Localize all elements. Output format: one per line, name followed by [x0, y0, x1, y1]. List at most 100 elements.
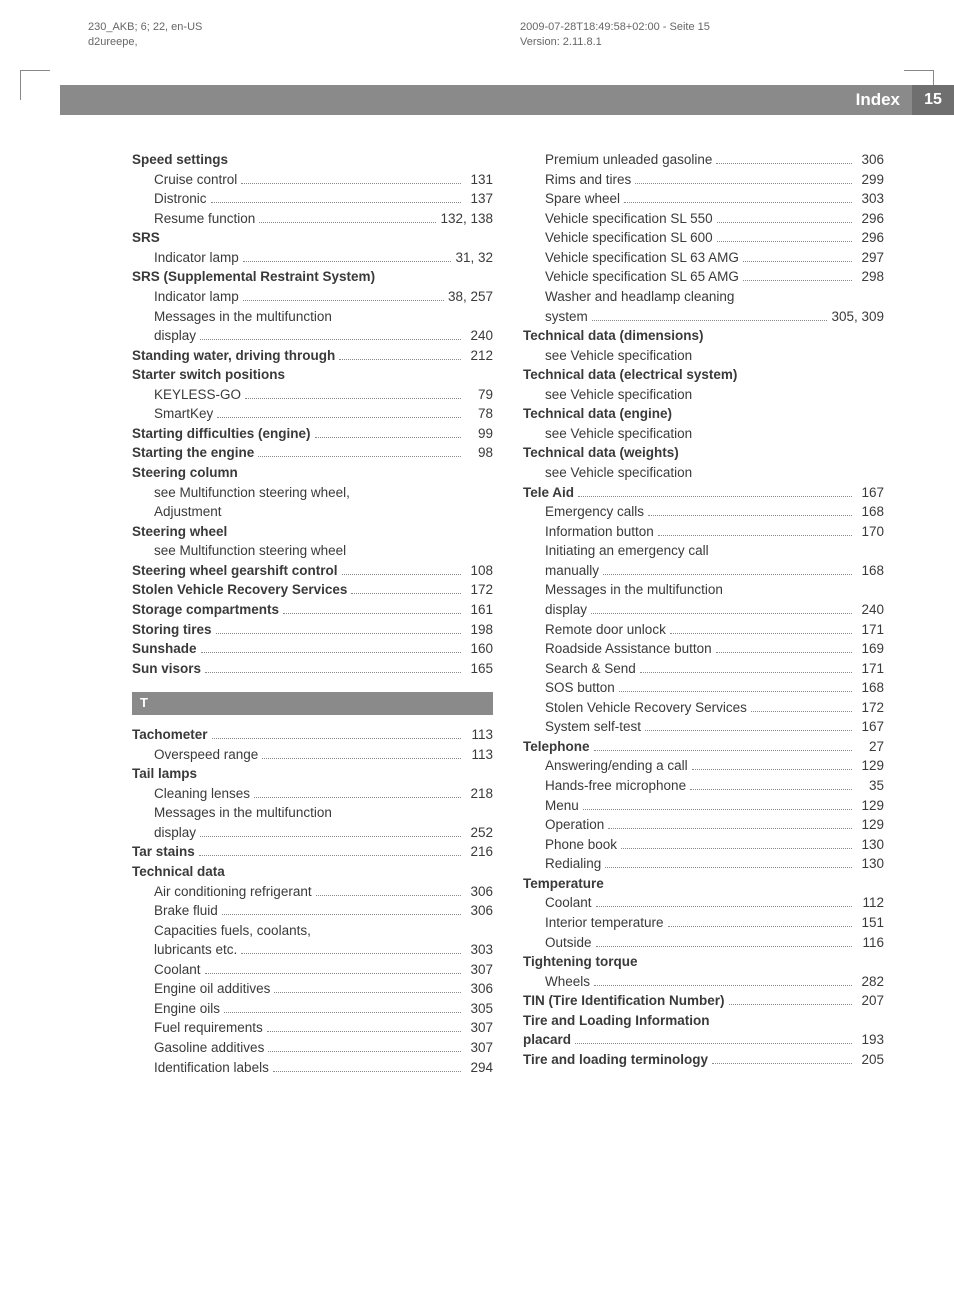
index-entry-pages: 151 — [856, 913, 884, 933]
leader-dots — [200, 339, 461, 340]
index-entry-pages: 130 — [856, 835, 884, 855]
index-entry-pages: 305, 309 — [831, 307, 884, 327]
meta-left-1: 230_AKB; 6; 22, en-US — [88, 20, 202, 35]
leader-dots — [578, 496, 852, 497]
leader-dots — [259, 222, 436, 223]
index-entry-label: Vehicle specification SL 65 AMG — [545, 267, 739, 287]
index-entry-pages: 113 — [465, 725, 493, 745]
leader-dots — [640, 672, 852, 673]
index-entry-pages: 307 — [465, 1018, 493, 1038]
index-entry: Air conditioning refrigerant306 — [132, 882, 493, 902]
index-entry-label: Search & Send — [545, 659, 636, 679]
leader-dots — [608, 828, 852, 829]
index-entry-pages: 165 — [465, 659, 493, 679]
leader-dots — [594, 985, 852, 986]
index-entry-label: Tightening torque — [523, 952, 638, 972]
leader-dots — [199, 855, 461, 856]
index-entry: SRS (Supplemental Restraint System) — [132, 267, 493, 287]
index-entry-label: SOS button — [545, 678, 615, 698]
leader-dots — [712, 1063, 852, 1064]
index-entry: Sunshade160 — [132, 639, 493, 659]
index-entry-label: Redialing — [545, 854, 601, 874]
leader-dots — [315, 437, 461, 438]
page-number: 15 — [912, 85, 954, 115]
index-entry: Tele Aid167 — [523, 483, 884, 503]
index-entry-label: Phone book — [545, 835, 617, 855]
index-entry-continuation: see Vehicle specification — [523, 424, 884, 444]
leader-dots — [575, 1043, 852, 1044]
index-entry: Technical data (electrical system) — [523, 365, 884, 385]
index-entry: Premium unleaded gasoline 306 — [523, 150, 884, 170]
index-entry-label: Premium unleaded gasoline — [545, 150, 712, 170]
leader-dots — [217, 417, 461, 418]
index-entry-label: Vehicle specification SL 550 — [545, 209, 713, 229]
index-entry-label: Technical data (engine) — [523, 404, 672, 424]
leader-dots — [351, 593, 461, 594]
leader-dots — [592, 320, 828, 321]
index-entry-label: Starting the engine — [132, 443, 254, 463]
leader-dots — [603, 574, 852, 575]
index-entry-label: Starter switch positions — [132, 365, 285, 385]
index-entry-pages: 294 — [465, 1058, 493, 1078]
index-entry-label: Emergency calls — [545, 502, 644, 522]
leader-dots — [658, 535, 852, 536]
index-entry: display240 — [132, 326, 493, 346]
index-entry: Fuel requirements 307 — [132, 1018, 493, 1038]
meta-right-2: Version: 2.11.8.1 — [520, 35, 710, 50]
index-entry: KEYLESS-GO79 — [132, 385, 493, 405]
index-entry: Information button170 — [523, 522, 884, 542]
index-entry-label: Indicator lamp — [154, 287, 239, 307]
index-entry-label: Tele Aid — [523, 483, 574, 503]
leader-dots — [211, 202, 461, 203]
meta-left-2: d2ureepe, — [88, 35, 202, 50]
index-entry: Vehicle specification SL 600296 — [523, 228, 884, 248]
index-entry: Technical data (weights) — [523, 443, 884, 463]
index-entry-label: Cleaning lenses — [154, 784, 250, 804]
index-entry: Vehicle specification SL 550296 — [523, 209, 884, 229]
leader-dots — [241, 953, 461, 954]
index-entry: Tightening torque — [523, 952, 884, 972]
leader-dots — [621, 848, 852, 849]
index-entry: Steering column — [132, 463, 493, 483]
index-entry: Outside116 — [523, 933, 884, 953]
index-entry: Cruise control131 — [132, 170, 493, 190]
index-entry-pages: 303 — [856, 189, 884, 209]
leader-dots — [273, 1071, 461, 1072]
index-entry-label: Temperature — [523, 874, 604, 894]
index-columns: Speed settingsCruise control131Distronic… — [132, 150, 884, 1077]
leader-dots — [743, 280, 852, 281]
leader-dots — [243, 261, 452, 262]
index-entry-label: Fuel requirements — [154, 1018, 263, 1038]
index-entry-pages: 306 — [856, 150, 884, 170]
index-entry-label: System self-test — [545, 717, 641, 737]
index-entry-continuation: see Multifunction steering wheel — [132, 541, 493, 561]
leader-dots — [241, 183, 461, 184]
index-entry-label: Operation — [545, 815, 604, 835]
leader-dots — [605, 867, 852, 868]
index-entry-label: Distronic — [154, 189, 207, 209]
section-letter: T — [132, 692, 493, 715]
index-entry: Cleaning lenses218 — [132, 784, 493, 804]
index-entry-label: Spare wheel — [545, 189, 620, 209]
index-entry-label: Technical data (dimensions) — [523, 326, 704, 346]
index-entry-pages: 116 — [856, 933, 884, 953]
header-meta-left: 230_AKB; 6; 22, en-US d2ureepe, — [88, 20, 202, 51]
index-entry: Starting the engine98 — [132, 443, 493, 463]
index-entry-label: display — [154, 823, 196, 843]
index-entry: Stolen Vehicle Recovery Services172 — [523, 698, 884, 718]
leader-dots — [224, 1012, 461, 1013]
index-entry-pages: 240 — [465, 326, 493, 346]
leader-dots — [716, 652, 852, 653]
index-entry-label: Gasoline additives — [154, 1038, 264, 1058]
index-entry-label: SRS (Supplemental Restraint System) — [132, 267, 375, 287]
leader-dots — [200, 836, 461, 837]
index-entry: Menu129 — [523, 796, 884, 816]
index-entry: Overspeed range113 — [132, 745, 493, 765]
index-entry: Distronic137 — [132, 189, 493, 209]
leader-dots — [267, 1031, 461, 1032]
index-entry: Resume function132, 138 — [132, 209, 493, 229]
index-entry: Vehicle specification SL 65 AMG298 — [523, 267, 884, 287]
leader-dots — [596, 946, 852, 947]
index-entry-pages: 193 — [856, 1030, 884, 1050]
index-entry: Emergency calls168 — [523, 502, 884, 522]
